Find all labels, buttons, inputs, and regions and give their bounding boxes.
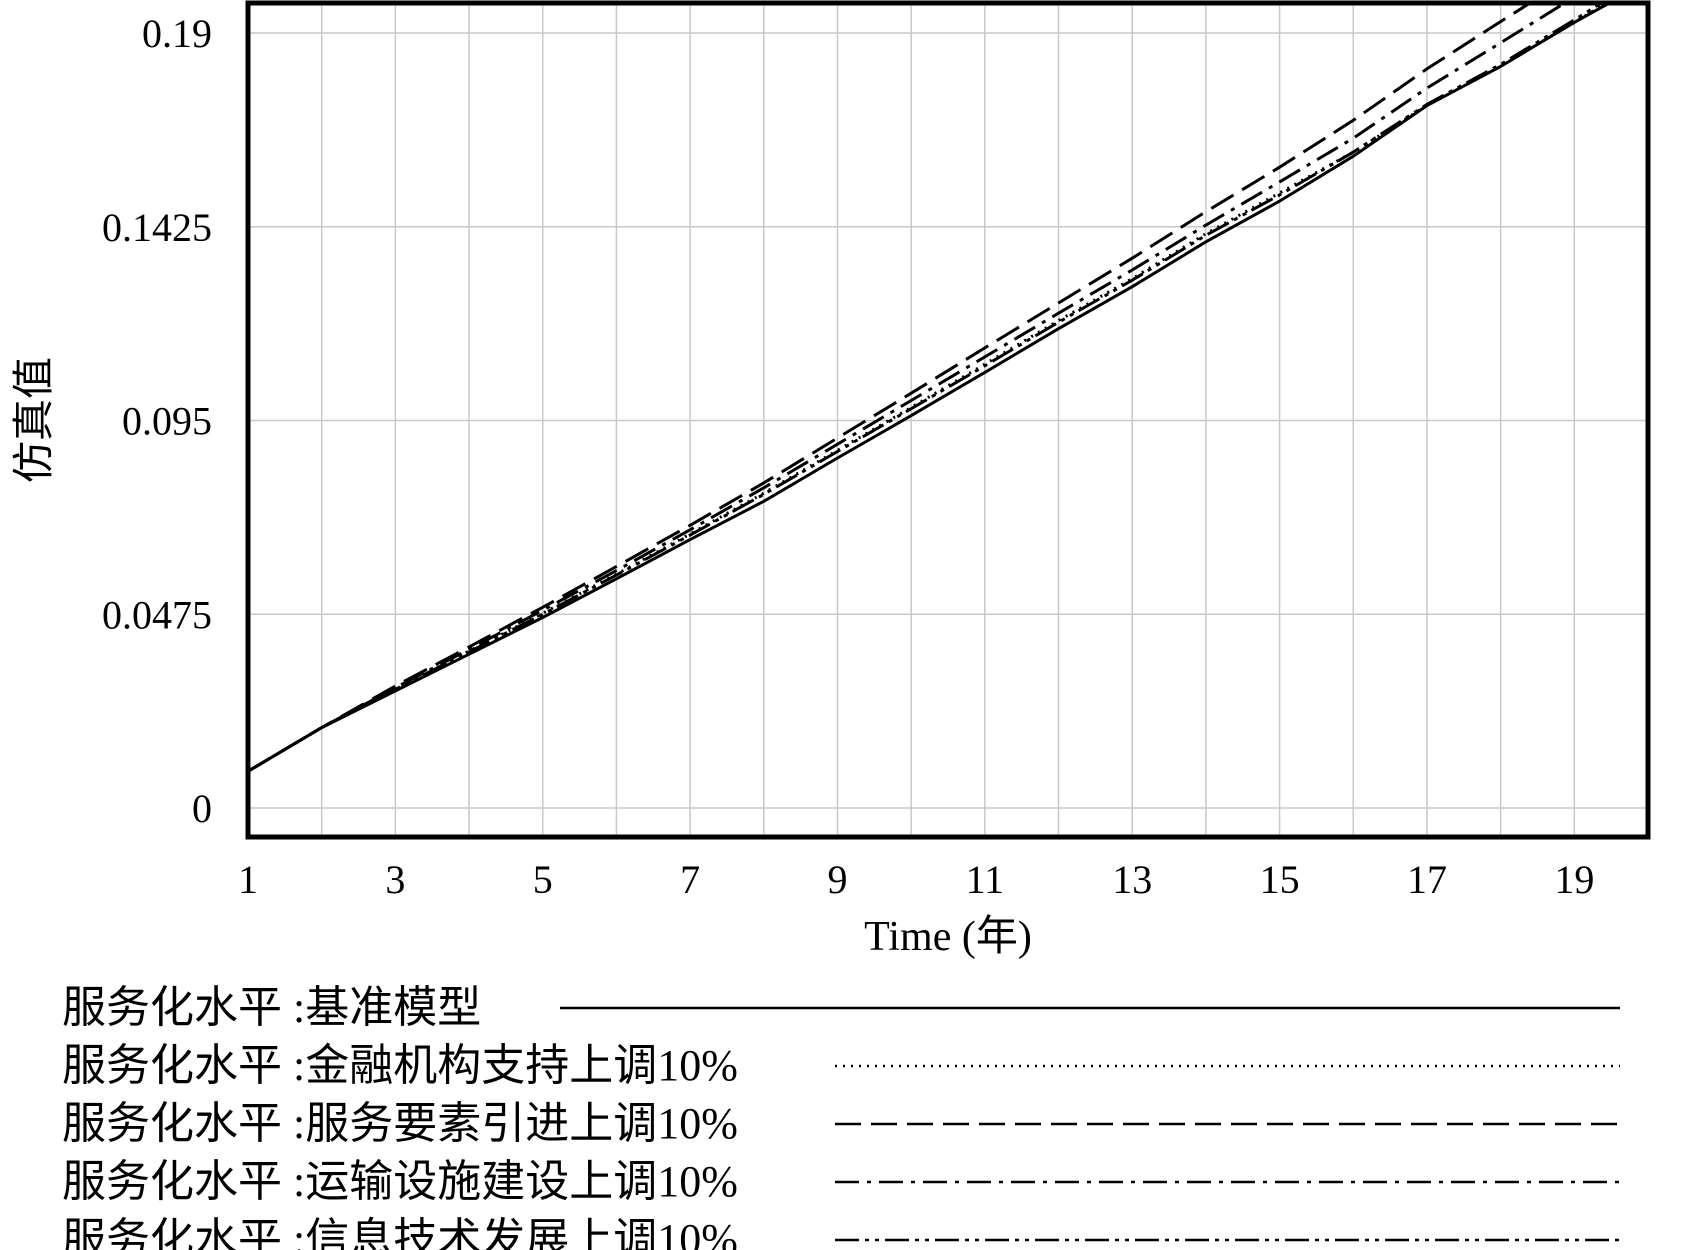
legend-label: 服务化水平 :基准模型 — [62, 983, 481, 1032]
x-tick-label: 13 — [1112, 857, 1152, 902]
x-tick-label: 9 — [827, 857, 847, 902]
y-tick-label: 0.0475 — [102, 592, 212, 637]
legend-label: 服务化水平 :金融机构支持上调10% — [62, 1041, 738, 1090]
y-tick-label: 0.095 — [122, 399, 212, 444]
x-tick-label: 11 — [966, 857, 1005, 902]
legend-label: 服务化水平 :服务要素引进上调10% — [62, 1099, 738, 1148]
x-tick-label: 19 — [1554, 857, 1594, 902]
x-tick-labels: 1 3 5 7 9 11 13 15 17 19 — [238, 857, 1594, 902]
x-tick-label: 1 — [238, 857, 258, 902]
series-line-1 — [248, 3, 1613, 773]
grid-lines — [248, 3, 1648, 837]
y-tick-labels: 0 0.0475 0.095 0.1425 0.19 — [102, 11, 212, 831]
x-tick-label: 17 — [1407, 857, 1447, 902]
series-line-5 — [248, 3, 1605, 773]
x-tick-label: 3 — [385, 857, 405, 902]
y-axis-title: 仿真值 — [12, 357, 58, 483]
x-tick-label: 5 — [533, 857, 553, 902]
y-tick-label: 0 — [192, 786, 212, 831]
legend-label: 服务化水平 :运输设施建设上调10% — [62, 1157, 738, 1206]
series-lines — [248, 3, 1613, 773]
legend-label: 服务化水平 :信息技术发展上调10% — [62, 1215, 738, 1250]
x-axis-title: Time (年) — [864, 913, 1032, 960]
y-tick-label: 0.19 — [142, 11, 212, 56]
series-line-3 — [248, 3, 1533, 773]
series-line-4 — [248, 3, 1568, 773]
plot-frame — [245, 0, 1651, 840]
y-tick-label: 0.1425 — [102, 205, 212, 250]
x-tick-label: 15 — [1260, 857, 1300, 902]
x-tick-label: 7 — [680, 857, 700, 902]
